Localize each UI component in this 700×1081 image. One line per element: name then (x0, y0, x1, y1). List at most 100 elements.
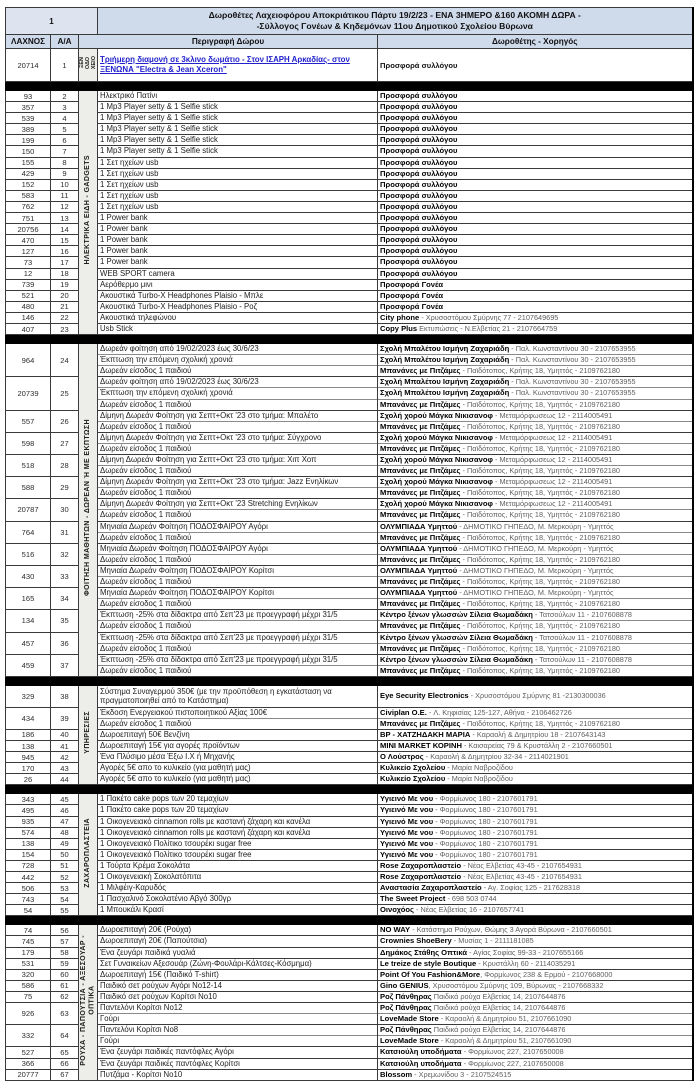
donor-cell: Προσφορά συλλόγου (377, 89, 694, 103)
prize-description: 1 Mp3 Player setty & 1 Selfie stick (100, 113, 218, 123)
donor-name: Μπανάνες με Πιτζάμες (380, 532, 461, 542)
separator-bar (4, 81, 694, 91)
lachnos-cell: 146 (5, 311, 51, 324)
section-label-cell: ΖΑΧΑΡΟΠΛΑΣΤΕΙΑ (77, 793, 99, 917)
donor-address: - ΔΗΜΟΤΙΚΟ ΓΗΠΕΔΟ, Μ. Μερκούρη - Υμηττός (457, 588, 614, 598)
donor-cell: Υγιεινό Με νου - Φορμίωνος 180 - 2107601… (377, 837, 694, 850)
aa-cell: 35 (50, 609, 79, 633)
prize-description: Δωρεάν είσοδος 1 παιδιού (98, 576, 377, 587)
aa-cell: 64 (50, 1024, 79, 1048)
section-separator (4, 334, 694, 345)
donor-cell: Προσφορά συλλόγου (377, 223, 694, 236)
desc-cell: Έκδοση Ενεργειακού πιστοποιητικού Αξίας … (97, 706, 379, 730)
donor: MINI MARKET ΚΟΡΙΝΗ - Καισαρείας 79 & Κρυ… (379, 741, 692, 750)
aa-cell: 16 (50, 245, 79, 258)
lachnos-cell: 20756 (5, 223, 51, 236)
prize-description: Ένα Πλύσιμο μέσα Έξω Ι.Χ ή Μηχανής (100, 752, 235, 762)
donor-name: Μπανάνες με Πιτζάμες (380, 488, 461, 498)
aa-cell: 29 (50, 476, 79, 500)
lachnos-cell: 762 (5, 200, 51, 214)
donor-cell: Κατσιούλη υποδήματα - Φορμίωνος 227, 210… (377, 1046, 694, 1059)
aa-cell: 50 (50, 848, 79, 861)
aa-cell: 62 (50, 990, 79, 1004)
table-row: 527 65 Ένα ζευγάρι παιδικές παντόφλες Αγόρ… (5, 1046, 694, 1059)
desc-cell: Μηνιαία Δωρεάν Φοίτηση ΠΟΔΟΣΦΑΙΡΟΥ Κορίτ… (97, 564, 379, 589)
prize-description: Έκπτωση την επόμενη σχολική χρονιά (98, 354, 377, 365)
prize-description: Μηνιαία Δωρεάν Φοίτηση ΠΟΔΟΣΦΑΙΡΟΥ Αγόρι (100, 543, 268, 553)
hotel-prize-link[interactable]: Τριήμερη διαμονή σε 3κλινο δωμάτιο - Στο… (100, 54, 350, 75)
lachnos-cell: 583 (5, 189, 51, 202)
desc-cell: Δωροεπιταγή 15€ για αγορές προϊόντων (97, 739, 379, 753)
donor: Σχολή Μπαλέτου Ισμήνη Ζαχαριάδη - Παλ. Κ… (378, 354, 692, 365)
lachnos-cell: 93 (5, 89, 51, 103)
prize-description: 1 Οικογενειακό Πολίτικο τσουρέκι sugar f… (100, 838, 252, 848)
aa-cell: 23 (50, 322, 79, 336)
lachnos-cell: 745 (5, 935, 51, 948)
lachnos-cell: 54 (5, 904, 51, 917)
donor-name: Κατσιούλη υποδήματα (380, 1047, 462, 1057)
prize-description: Δωρεάν είσοδος 1 παιδιού (98, 487, 377, 498)
donor: Le treize de style Boutique - Κρυστάλλη … (379, 959, 692, 968)
donor-name: Προσφορά Γονέα (380, 279, 444, 289)
prize-description: Γούρι (98, 1013, 377, 1024)
desc-cell: WEB SPORT camera (97, 267, 379, 280)
desc-cell: 1 Πασχαλινό Σοκολατένιο Αβγό 300γρ (97, 893, 379, 906)
donor-cell: Προσφορά συλλόγου (377, 167, 694, 180)
donor-address: - Φορμίωνος 227, 2107650008 (461, 1058, 564, 1068)
aa-cell: 43 (50, 762, 79, 775)
table-row: 407 23 Usb Stick Copy Plus Εκτυπώσεις - Ν.Ε… (5, 322, 694, 336)
donor-cell: Υγιεινό Με νου - Φορμίωνος 180 - 2107601… (377, 826, 694, 839)
donor-cell: Κέντρο ξένων γλωσσών Σίλεια Θωμαδάκη - Τ… (377, 609, 694, 633)
prize-description: 1 Πακέτο cake pops των 20 τεμαχίων (100, 805, 229, 815)
prize-description: Δωρεάν είσοδος 1 παιδιού (98, 365, 377, 376)
aa-cell: 61 (50, 979, 79, 992)
lachnos-cell: 20739 (5, 376, 51, 411)
prize-description: Ένα ζευγάρι παιδικές παντόφλες Κορίτσι (100, 1058, 240, 1068)
aa-cell: 47 (50, 815, 79, 828)
aa-cell: 34 (50, 587, 79, 611)
donor: Rose Ζαχαροπλαστείο - Νέας Ελβετίας 43-4… (379, 872, 692, 882)
table-row: 457 36 Έκπτωση -25% στα δίδακτρα από Σεπ'2… (5, 631, 694, 655)
desc-cell: 1 Mp3 Player setty & 1 Selfie stick (97, 123, 379, 136)
table-row: 521 20 Ακουστικά Turbo-X Headphones Plaisi… (5, 289, 694, 302)
aa-cell: 26 (50, 409, 79, 433)
donor: Προσφορά συλλόγου (379, 114, 692, 123)
lachnos-cell: 179 (5, 946, 51, 959)
prize-description: Δωροεπιταγή 20€ (Παπούτσια) (100, 936, 207, 946)
prize-description: Ακουστικά τηλεφώνου (100, 312, 177, 322)
table-row: 751 13 1 Power bank Προσφορά συλλόγου (5, 212, 694, 225)
lachnos-cell: 495 (5, 804, 51, 817)
lachnos-cell: 320 (5, 968, 51, 981)
donor-address: - Νέας Ελβετίας 43-45 - 2107654931 (461, 872, 582, 881)
donor: Προσφορά Γονέα (379, 291, 692, 300)
separator-bar (4, 915, 694, 926)
aa-cell: 12 (50, 200, 79, 214)
table-row: 434 39 Έκδοση Ενεργειακού πιστοποιητικού Α… (5, 706, 694, 730)
donor: Κέντρο ξένων γλωσσών Σίλεια Θωμαδάκη - Τ… (379, 655, 692, 665)
separator-bar (4, 334, 694, 345)
lachnos-cell: 521 (5, 289, 51, 302)
section-separator (4, 915, 694, 926)
prize-description: Δίμηνη Δωρεάν Φοίτηση για Σεπτ+Οκτ '23 σ… (100, 477, 339, 487)
prize-description: Παντελόνι Κορίτσι Νο8 (100, 1025, 179, 1035)
section-label: ΖΑΧΑΡΟΠΛΑΣΤΕΙΑ (83, 817, 91, 888)
donor-address: - Χρεμωνίδου 3 - 2107524515 (412, 1069, 512, 1079)
aa-cell: 4 (50, 112, 79, 125)
lachnos-cell: 459 (5, 653, 51, 677)
prize-description: 1 Οικογενειακό Πολίτικο τσουρέκι sugar f… (100, 849, 252, 859)
aa-cell: 7 (50, 145, 79, 158)
donor-cell: Προσφορά συλλόγου (377, 156, 694, 169)
donor: Κατσιούλη υποδήματα - Φορμίωνος 227, 210… (379, 1058, 692, 1068)
prize-description: Δωροεπιταγή 50€ Βενζίνη (100, 729, 190, 739)
prize-description: 1 Οικογενειακό cinnamon rolls με καστανή… (100, 816, 311, 826)
donor-address: - Φορμίωνος 180 - 2107601791 (433, 794, 538, 804)
donor-address: - Παϊδότοπος, Κρήτης 18, Υμηττός - 21097… (460, 554, 620, 564)
donor-address: - Παϊδότοπος, Κρήτης 18, Υμηττός - 21097… (460, 643, 620, 653)
lachnos-cell: 138 (5, 837, 51, 850)
aa-cell: 6 (50, 134, 79, 147)
section-label: ΗΛΕΚΤΡΙΚΑ ΕΙΔΗ - GADGETS (83, 155, 91, 265)
donor: Ροζ Πάνθηρας Παιδικά ρούχα Ελβετίας 14, … (379, 992, 692, 1001)
prize-description: Δωροεπιταγή 15€ για αγορές προϊόντων (100, 740, 240, 750)
prize-description: 1 Power bank (100, 224, 148, 234)
lachnos-cell: 170 (5, 762, 51, 775)
